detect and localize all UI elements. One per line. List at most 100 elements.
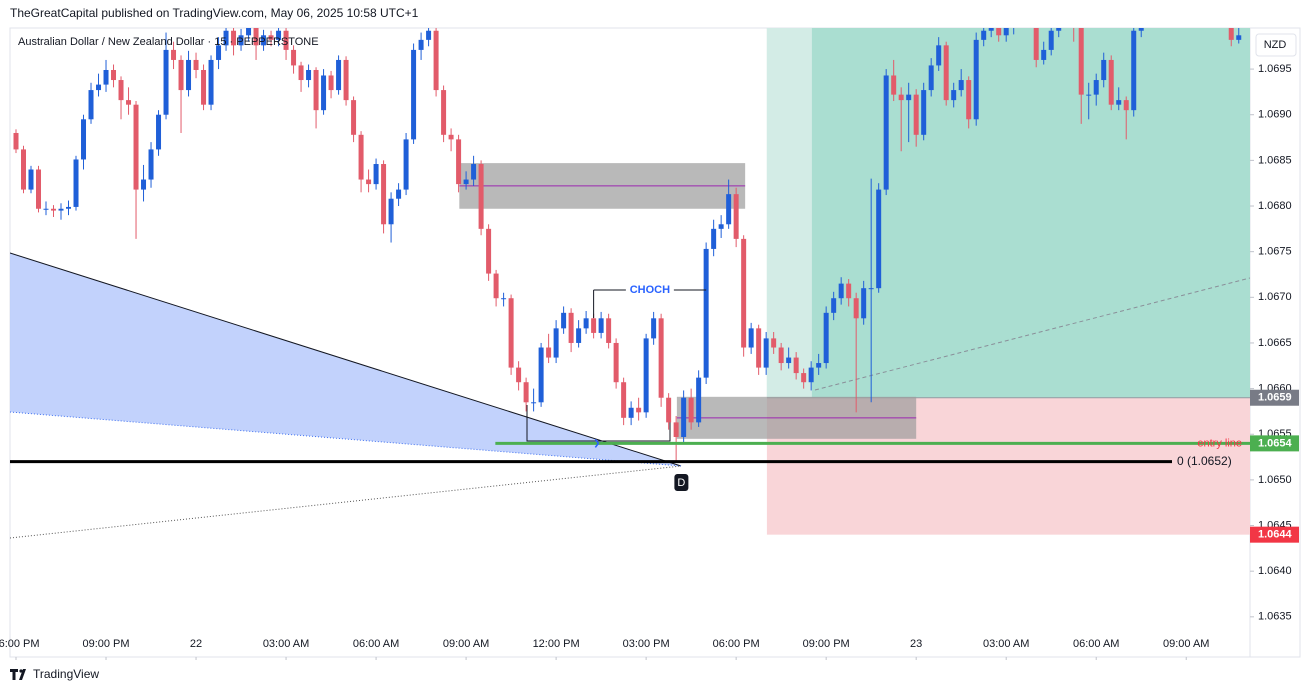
candle-body	[636, 407, 642, 413]
candle-body	[201, 69, 207, 105]
x-tick-label: 09:00 AM	[443, 638, 489, 650]
candle-body	[81, 119, 87, 160]
candle-body	[283, 30, 289, 50]
candle-body	[733, 194, 739, 239]
candle-body	[988, 28, 994, 31]
candle-body	[246, 28, 252, 36]
candle-body	[688, 397, 694, 423]
candle-body	[111, 69, 117, 81]
candle-body	[951, 90, 957, 101]
profit-zone	[766, 28, 1250, 398]
candle-body	[561, 312, 567, 329]
candle-body	[741, 238, 747, 348]
x-tick-label: 12:00 PM	[533, 638, 580, 650]
candle-body	[403, 139, 409, 190]
candle-body	[786, 357, 792, 364]
candle-body	[381, 164, 387, 225]
drawings-front: 0 (1.0652) entry line CHOCH	[10, 282, 1250, 468]
candle-body	[763, 338, 769, 368]
x-tick-label: 03:00 AM	[983, 638, 1029, 650]
candle-body	[478, 164, 484, 229]
x-tick-label: 06:00 AM	[1073, 638, 1119, 650]
candle-body	[1236, 35, 1242, 40]
candle-body	[718, 224, 724, 229]
range-bracket	[526, 405, 671, 442]
candle-body	[58, 208, 64, 211]
candle-body	[51, 208, 57, 211]
candle-body	[418, 39, 424, 50]
candle-body	[921, 90, 927, 135]
candle-body	[306, 69, 312, 81]
candle-body	[711, 228, 717, 249]
candle-body	[538, 347, 544, 403]
candle-body	[73, 159, 79, 207]
x-tick-label: 09:00 PM	[803, 638, 850, 650]
candle-body	[606, 318, 612, 343]
level-label: 0 (1.0652)	[1177, 454, 1232, 468]
candle-body	[471, 164, 477, 180]
price-badge	[1250, 526, 1299, 543]
candle-body	[726, 194, 732, 225]
candle-body	[613, 342, 619, 383]
candle-body	[126, 100, 132, 105]
x-tick-label: 09:00 PM	[82, 638, 129, 650]
candle-body	[876, 189, 882, 289]
candle-body	[801, 373, 807, 383]
candle-body	[546, 347, 552, 358]
candle-body	[43, 208, 49, 210]
candle-body	[673, 422, 679, 437]
candle-body	[508, 298, 514, 368]
x-tick-label: 06:00 AM	[353, 638, 399, 650]
y-tick-label: 1.0675	[1258, 246, 1292, 258]
candle-body	[433, 30, 439, 91]
candle-body	[651, 318, 657, 339]
candle-body	[441, 90, 447, 135]
candle-body	[1228, 28, 1234, 40]
candle-body	[336, 59, 342, 91]
candle-body	[996, 28, 1002, 36]
publisher: TheGreatCapital published on TradingView…	[10, 6, 419, 20]
candle-body	[846, 283, 852, 299]
wedge-edge	[10, 252, 682, 467]
entry-line-label: entry line	[1197, 437, 1242, 449]
candle-body	[118, 80, 124, 101]
candle-body	[1056, 28, 1062, 31]
candle-body	[793, 357, 799, 374]
candle-body	[748, 328, 754, 348]
candle-body	[103, 69, 109, 85]
candle-body	[133, 104, 139, 190]
candle-body	[681, 397, 687, 437]
candle-body	[396, 189, 402, 199]
y-tick-label: 1.0685	[1258, 154, 1292, 166]
candle-body	[463, 179, 469, 185]
candle-body	[598, 318, 604, 333]
candle-body	[1116, 100, 1122, 105]
candle-body	[358, 134, 364, 180]
candle-body	[351, 100, 357, 135]
candle-body	[1093, 80, 1099, 95]
candle-body	[516, 367, 522, 383]
symbol-title: Australian Dollar / New Zealand Dollar ·…	[18, 36, 319, 48]
choch-label: CHOCH	[630, 284, 670, 296]
candle-body	[216, 45, 222, 60]
candle-body	[208, 59, 214, 105]
candle-body	[966, 80, 972, 120]
candle-body	[568, 312, 574, 343]
candle-body	[343, 59, 349, 101]
candle-body	[388, 198, 394, 225]
candle-body	[628, 407, 634, 418]
candle-body	[148, 149, 154, 180]
price-badge-label: 1.0644	[1258, 529, 1293, 541]
candles	[13, 28, 1242, 462]
candle-body	[36, 169, 42, 209]
candle-body	[28, 169, 34, 190]
candle-body	[591, 318, 597, 333]
candle-body	[66, 206, 72, 209]
y-tick-label: 1.0650	[1258, 474, 1292, 486]
candle-body	[943, 45, 949, 101]
x-tick-label: 06:00 PM	[713, 638, 760, 650]
price-badge-label: 1.0654	[1258, 437, 1293, 449]
candle-body	[426, 30, 432, 40]
candle-body	[321, 75, 327, 111]
candle-body	[231, 30, 237, 46]
